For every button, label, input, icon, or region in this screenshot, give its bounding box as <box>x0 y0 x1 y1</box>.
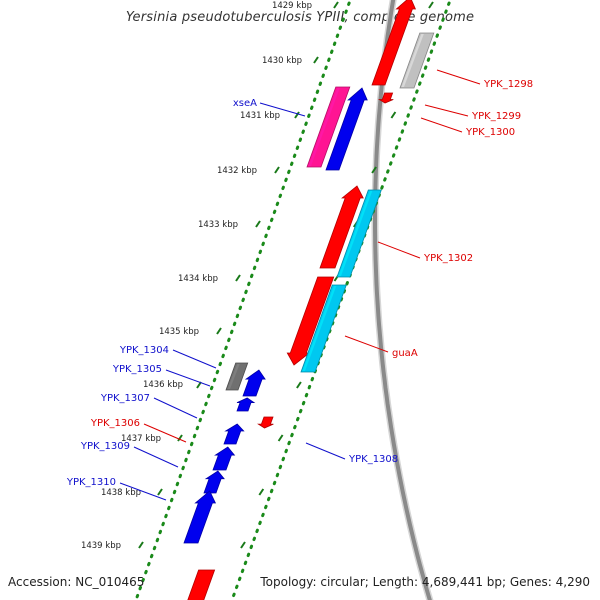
leader-line <box>424 104 469 117</box>
leader-line <box>172 349 217 369</box>
outer-tick <box>428 1 434 9</box>
gene-YPK_1310b-body <box>183 490 217 544</box>
inner-tick <box>313 56 319 64</box>
gene-YPK_1305-body <box>242 369 266 397</box>
tick-label: 1436 kbp <box>143 380 183 390</box>
leader-line <box>133 446 179 468</box>
leader-line <box>143 423 187 443</box>
gene-YPK_1310a <box>203 470 225 494</box>
tick-label: 1432 kbp <box>217 166 257 176</box>
gene-label: YPK_1300 <box>465 127 515 138</box>
gene-xseA-bevel <box>308 88 340 166</box>
gene-cyan-1302 <box>336 189 382 278</box>
inner-tick <box>216 327 222 335</box>
tick-label: 1435 kbp <box>159 327 199 337</box>
gene-red-bottom <box>187 569 216 600</box>
tick-label: 1434 kbp <box>178 274 218 284</box>
gene-label: YPK_1310 <box>66 477 116 488</box>
outer-tick <box>240 541 246 549</box>
gene-YPK_1310a-body <box>203 470 225 494</box>
gene-YPK_1308 <box>223 423 245 445</box>
leader-line <box>420 117 463 133</box>
tick-label: 1433 kbp <box>198 220 238 230</box>
gene-label: YPK_1307 <box>100 393 150 404</box>
outer-tick <box>277 434 284 442</box>
tick-label: 1439 kbp <box>81 541 121 551</box>
gene-lightgray-top <box>399 32 435 89</box>
gene-YPK_1304-bevel <box>227 364 240 389</box>
gene-label: guaA <box>392 348 418 359</box>
tick-label: 1431 kbp <box>240 111 280 121</box>
leader-line <box>119 482 167 501</box>
inner-tick <box>274 166 280 174</box>
gene-YPK_1309 <box>212 446 236 471</box>
gene-label: YPK_1298 <box>483 79 533 90</box>
genome-summary-text: Topology: circular; Length: 4,689,441 bp… <box>260 575 590 589</box>
gene-red-small <box>377 92 394 104</box>
tick-label: 1438 kbp <box>101 488 141 498</box>
inner-tick <box>157 488 163 496</box>
gene-red-bottom-bevel <box>189 571 203 600</box>
gene-YPK_1309-body <box>212 446 236 471</box>
gene-red-1302 <box>319 185 364 269</box>
gene-YPK_1307-body <box>236 397 256 412</box>
gene-YPK_1310b <box>183 490 217 544</box>
leader-line <box>377 241 421 259</box>
gene-label: YPK_1309 <box>80 441 130 452</box>
gene-cyan-1302-bevel <box>338 191 373 276</box>
gene-label: YPK_1306 <box>90 418 140 429</box>
gene-label: YPK_1299 <box>471 111 521 122</box>
inner-tick <box>294 111 300 119</box>
gene-YPK_1304 <box>225 362 249 391</box>
gene-red-small-body <box>377 92 394 104</box>
leader-line <box>165 369 211 387</box>
gene-label: YPK_1302 <box>423 253 473 264</box>
inner-dotted-guide <box>134 0 352 600</box>
accession-text: Accession: NC_010465 <box>8 575 145 589</box>
outer-tick <box>258 488 265 496</box>
gene-YPK_1306 <box>257 416 274 429</box>
inner-tick <box>138 541 144 549</box>
inner-tick <box>177 434 183 442</box>
gene-YPK_1305 <box>242 369 266 397</box>
gene-lightgray-top-bevel <box>401 34 424 87</box>
outer-tick <box>371 166 377 174</box>
gene-red-top-body <box>371 0 417 86</box>
gene-label: xseA <box>233 98 257 109</box>
leader-line <box>153 397 198 419</box>
leader-line <box>305 442 346 460</box>
gene-YPK_1306-body <box>257 416 274 429</box>
outer-tick <box>296 381 302 389</box>
tick-label: 1430 kbp <box>262 56 302 66</box>
gene-YPK_1307 <box>236 397 256 412</box>
tick-label: 1429 kbp <box>272 1 312 11</box>
gene-label: YPK_1304 <box>119 345 169 356</box>
gene-cyan-guaA-bevel <box>302 286 337 371</box>
gene-blue-xse-body <box>325 87 368 171</box>
inner-tick <box>255 220 261 228</box>
leader-line <box>344 335 389 353</box>
inner-tick <box>333 1 339 9</box>
gene-red-1302-body <box>319 185 364 269</box>
inner-tick <box>235 274 241 282</box>
gene-cyan-guaA <box>300 284 347 373</box>
genome-backbone <box>373 0 432 600</box>
gene-YPK_1308-body <box>223 423 245 445</box>
gene-blue-xse <box>325 87 368 171</box>
gene-xseA <box>306 86 351 168</box>
gene-label: YPK_1308 <box>348 454 398 465</box>
gene-red-top <box>371 0 417 86</box>
tick-label: 1437 kbp <box>121 434 161 444</box>
outer-tick <box>390 111 397 119</box>
gene-guaA-body <box>286 276 335 366</box>
gene-guaA <box>286 276 335 366</box>
gene-label: YPK_1305 <box>112 364 162 375</box>
leader-line <box>436 69 481 85</box>
leader-line <box>259 102 306 117</box>
gene-red-bottom-body <box>187 569 216 600</box>
